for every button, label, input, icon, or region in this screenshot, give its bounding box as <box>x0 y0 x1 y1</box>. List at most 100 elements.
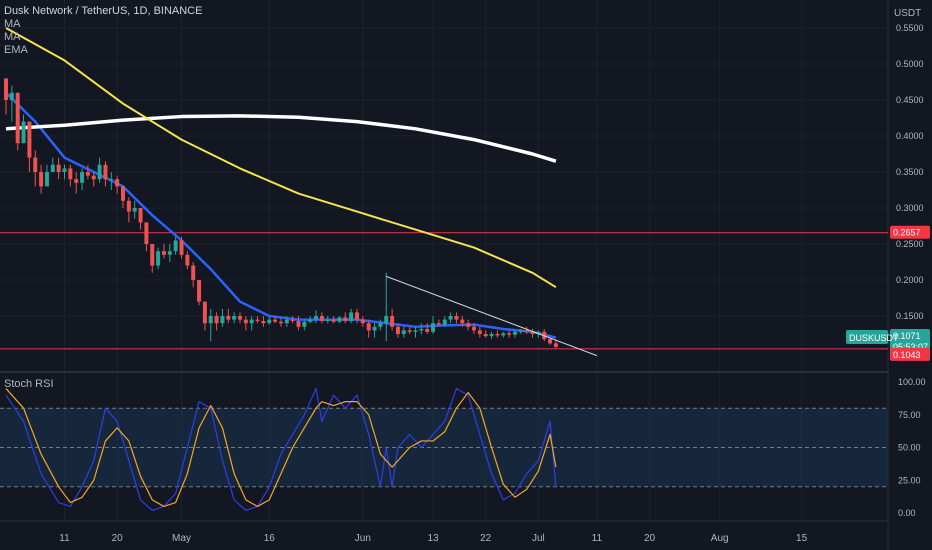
candle <box>197 280 202 302</box>
candle <box>173 240 178 252</box>
stoch-tick-label: 100.00 <box>898 377 926 387</box>
candle <box>85 172 90 176</box>
symbol-tag-bg <box>846 330 888 344</box>
candle <box>384 316 389 324</box>
time-tick-label: Jun <box>355 533 371 544</box>
candle <box>156 251 161 266</box>
candle <box>512 331 517 335</box>
price-tick-label: 0.2500 <box>896 239 924 249</box>
candle <box>378 323 383 327</box>
price-tick-label: 0.2000 <box>896 275 924 285</box>
stoch-tick-label: 25.00 <box>898 475 921 485</box>
candle <box>518 330 523 332</box>
candle <box>27 121 32 158</box>
candle <box>319 316 324 322</box>
price-tick-label: 0.3000 <box>896 203 924 213</box>
candle <box>349 312 354 322</box>
time-tick-label: Aug <box>711 533 729 544</box>
candle <box>226 316 231 320</box>
candle <box>121 186 125 201</box>
time-tick-label: 16 <box>264 533 276 544</box>
indicator-ma-1[interactable]: MA <box>4 18 21 30</box>
candle <box>483 334 488 337</box>
candle <box>167 251 172 255</box>
candle <box>185 254 190 266</box>
candle <box>495 334 500 336</box>
time-tick-label: 11 <box>59 533 70 544</box>
horizontal-levels[interactable] <box>0 232 888 350</box>
chart-legend: Dusk Network / TetherUS, 1D, BINANCE MA … <box>4 5 202 57</box>
candle <box>115 179 120 187</box>
candle <box>261 321 266 324</box>
candle <box>238 316 242 320</box>
candle <box>21 121 26 144</box>
candle <box>425 328 430 332</box>
time-tick-label: 13 <box>427 533 439 544</box>
price-axis-bg <box>889 0 932 550</box>
candle <box>267 319 272 324</box>
candle <box>413 330 418 332</box>
trendline <box>386 275 598 357</box>
candle <box>296 321 301 327</box>
candle <box>132 208 137 212</box>
candle <box>284 319 289 324</box>
axes: USDT 0.5500 0.5000 0.4500 0.4000 0.3500 0.3000… <box>59 0 932 550</box>
candle <box>372 326 377 331</box>
stoch-tick-label: 75.00 <box>898 410 921 420</box>
candle <box>15 92 20 144</box>
candle <box>9 92 14 100</box>
candle <box>109 179 114 181</box>
last-price-tag: 0.1071 <box>893 331 921 341</box>
candle <box>44 172 49 187</box>
candle <box>308 319 313 322</box>
stoch-tick-label: 50.00 <box>898 443 921 453</box>
candle <box>501 333 506 336</box>
stoch-tick-label: 0.00 <box>898 508 916 518</box>
candle <box>39 172 44 187</box>
candle <box>144 222 149 244</box>
candle <box>553 343 558 347</box>
price-tick-label: 0.4000 <box>896 131 924 141</box>
chart-title: Dusk Network / TetherUS, 1D, BINANCE <box>4 5 203 17</box>
stoch-k-line <box>5 387 557 511</box>
candle <box>530 331 535 334</box>
time-tick-label: 11 <box>592 533 603 544</box>
candle <box>395 326 400 334</box>
candle <box>97 164 102 180</box>
candle <box>4 78 8 100</box>
price-tick-label: 0.4500 <box>896 95 924 105</box>
candle <box>33 157 38 172</box>
resistance-price-tag-bg <box>890 225 930 239</box>
time-tick-label: Jul <box>532 533 545 544</box>
candle <box>331 319 336 322</box>
candle <box>232 316 237 320</box>
candle <box>524 330 529 332</box>
candle <box>278 321 283 324</box>
stoch-rsi-label[interactable]: Stoch RSI <box>4 378 54 390</box>
candle <box>62 168 67 172</box>
support-price-tag-bg <box>890 347 930 361</box>
candle <box>202 301 207 324</box>
stoch-legend: Stoch RSI <box>4 378 54 391</box>
candle <box>448 316 453 320</box>
ma-mid-line <box>5 27 557 289</box>
price-tick-label: 0.1500 <box>896 311 924 321</box>
candle <box>477 330 482 334</box>
price-tick-label: 0.5500 <box>896 23 924 33</box>
candle <box>161 251 166 255</box>
time-tick-label: 22 <box>480 533 492 544</box>
trendline[interactable] <box>386 275 598 357</box>
candle <box>80 172 85 183</box>
candle <box>179 240 184 255</box>
price-tick-label: 0.3500 <box>896 167 924 177</box>
indicator-ma-2[interactable]: MA <box>4 31 21 43</box>
candle <box>150 244 155 266</box>
candle <box>74 179 79 183</box>
candle <box>407 330 412 332</box>
indicator-ema[interactable]: EMA <box>4 44 28 56</box>
candle <box>536 331 541 334</box>
last-price-tag: 05:53:07 <box>893 342 928 352</box>
candle <box>401 330 406 334</box>
candle <box>442 319 447 325</box>
